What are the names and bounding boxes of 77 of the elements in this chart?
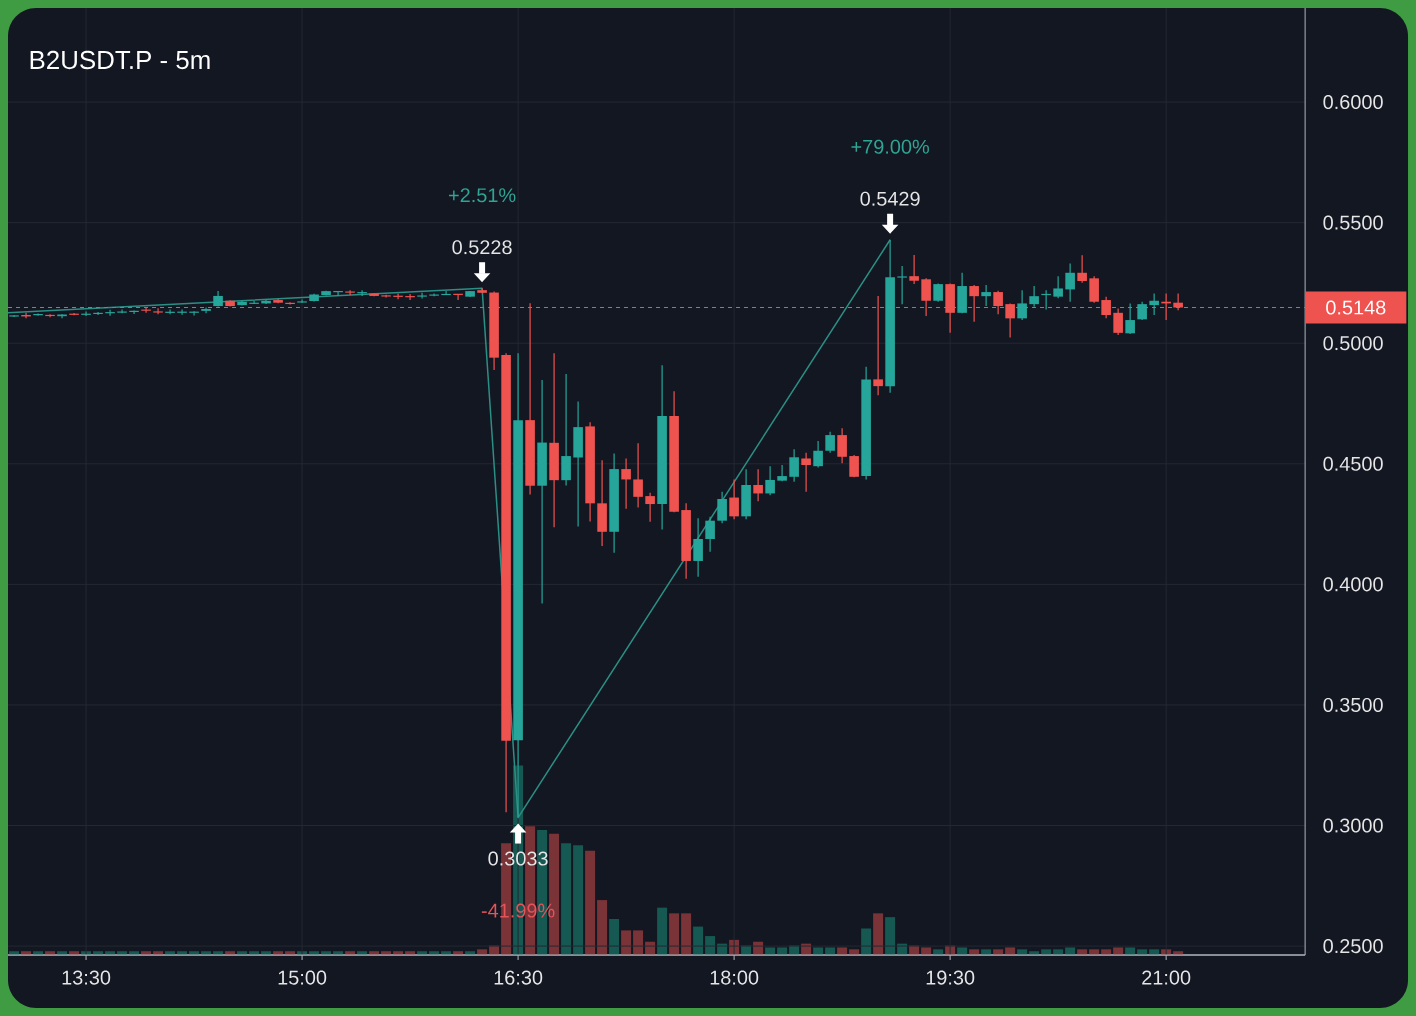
bar: [585, 850, 596, 956]
candlestick: [801, 452, 811, 493]
x-tick-label: 16:30: [494, 970, 543, 985]
candlestick: [621, 457, 631, 510]
candlestick: [417, 292, 427, 300]
candlestick: [705, 516, 715, 553]
candlestick: [633, 442, 643, 509]
candlestick: [765, 465, 775, 496]
line-series: [7, 239, 891, 819]
x-tick-label: 13:30: [62, 970, 111, 985]
candlestick: [981, 284, 991, 307]
y-tick-label: 0.5000: [1323, 336, 1383, 351]
bar: [777, 947, 788, 956]
bar: [825, 947, 836, 956]
candlestick: [1029, 285, 1039, 308]
annotation: +2.51%: [448, 188, 516, 203]
bar: [921, 947, 932, 956]
candlestick: [837, 427, 847, 464]
annotation: +79.00%: [851, 139, 929, 154]
y-tick-label: 0.4500: [1323, 456, 1383, 471]
candlestick: [645, 492, 655, 523]
bar: [597, 900, 608, 956]
candlestick: [345, 289, 355, 296]
bar: [669, 913, 680, 956]
y-tick-label: 0.3500: [1323, 697, 1383, 712]
candlestick: [1017, 289, 1027, 321]
bar: [861, 928, 872, 956]
y-tick-label: 0.5500: [1323, 215, 1383, 230]
bar: [561, 843, 572, 956]
candlestick: [693, 517, 703, 578]
candlestick: [1137, 301, 1147, 321]
candlestick: [1089, 275, 1099, 304]
bar: [1113, 947, 1124, 956]
annotation: 0.5228: [452, 240, 512, 255]
bar: [885, 917, 896, 956]
bar: [957, 947, 968, 956]
y-tick-label: 0.3000: [1323, 818, 1383, 833]
candlestick: [789, 448, 799, 483]
bar: [837, 947, 848, 956]
candlestick: [909, 254, 919, 285]
x-tick-label: 21:00: [1142, 970, 1191, 985]
candlestick: [1125, 302, 1135, 335]
bar: [1005, 947, 1016, 956]
candlestick: [1149, 292, 1159, 316]
annotation: -41.99%: [481, 903, 555, 918]
candlestick: [897, 265, 907, 305]
annotation: 0.5429: [860, 191, 920, 206]
candlestick: [1077, 254, 1087, 284]
bar: [873, 913, 884, 956]
bar: [609, 919, 620, 956]
bar: [681, 913, 692, 956]
text: B2USDT.P - 5m: [30, 50, 210, 70]
candlestick: [777, 464, 787, 482]
x-tick-label: 19:30: [926, 970, 975, 985]
bar: [1125, 947, 1136, 956]
y-tick-label: 0.6000: [1323, 95, 1383, 110]
bar: [813, 947, 824, 956]
candlestick: [1053, 275, 1063, 299]
x-tick-label: 18:00: [710, 970, 759, 985]
bar: [657, 907, 668, 956]
y-tick-label: 0.2500: [1323, 939, 1383, 954]
candlestick: [933, 282, 943, 303]
bar: [765, 947, 776, 956]
candlestick: [753, 468, 763, 502]
candlestick: [729, 478, 739, 520]
ref-line-label: 0.5148: [1326, 300, 1386, 315]
candlestick: [813, 440, 823, 468]
bar: [573, 845, 584, 956]
candlestick: [153, 307, 163, 315]
x-tick-label: 15:00: [278, 970, 327, 985]
y-tick-label: 0.4000: [1323, 577, 1383, 592]
annotation: 0.3033: [488, 851, 548, 866]
candlestick: [1113, 307, 1123, 336]
candlestick: [825, 431, 835, 454]
bar: [1065, 947, 1076, 956]
candlestick: [717, 491, 727, 524]
candlestick: [1065, 262, 1075, 303]
